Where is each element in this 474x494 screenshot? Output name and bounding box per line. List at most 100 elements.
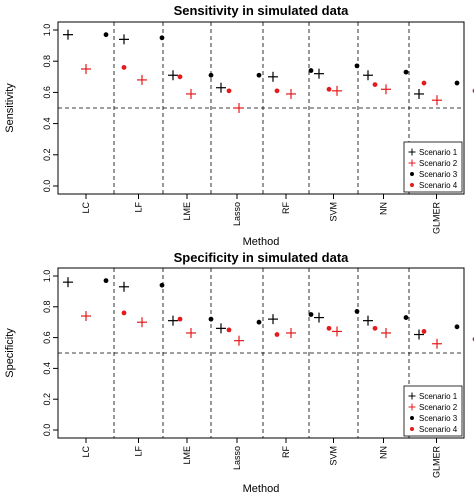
point-plus: [137, 74, 147, 85]
series-scenario-4: [121, 65, 474, 94]
legend: Scenario 1 Scenario 2 Scenario 3 Scenario 4: [403, 385, 463, 437]
legend-label: Scenario 4: [419, 425, 458, 434]
legend-label: Scenario 1: [419, 148, 458, 157]
point-dot: [403, 315, 409, 320]
point-plus: [137, 317, 147, 328]
series-scenario-3: [103, 32, 460, 86]
y-tick-label: 1.0: [42, 24, 52, 37]
category-label-lf: LF: [134, 202, 144, 213]
point-dot: [103, 32, 109, 38]
point-plus: [381, 84, 391, 95]
category-label-nn: NN: [379, 446, 389, 459]
point-plus: [168, 315, 178, 326]
point-dot: [308, 68, 314, 73]
series-scenario-3: [103, 278, 460, 330]
category-label-glmer: GLMER: [432, 202, 442, 235]
point-plus: [119, 281, 129, 292]
point-dot: [454, 324, 460, 330]
category-label-lme: LME: [182, 446, 192, 465]
y-tick-label: 0.4: [42, 117, 52, 130]
point-dot: [103, 278, 109, 284]
point-plus: [119, 34, 129, 45]
point-plus: [414, 329, 424, 340]
series-scenario-1: [63, 29, 424, 99]
point-dot: [121, 310, 127, 316]
point-plus: [432, 338, 442, 349]
legend-box: [403, 385, 463, 437]
point-dot: [326, 325, 332, 331]
x-axis-label: Method: [243, 236, 280, 248]
y-axis-label: Sensitivity: [4, 83, 16, 133]
category-label-lc: LC: [81, 446, 91, 458]
point-dot: [372, 325, 378, 331]
point-plus: [81, 64, 91, 74]
legend-label: Scenario 1: [419, 392, 458, 401]
point-dot: [308, 312, 314, 317]
point-dot: [421, 329, 427, 334]
point-dot: [121, 65, 127, 70]
point-plus: [286, 88, 296, 99]
point-plus: [168, 70, 178, 81]
point-plus: [332, 326, 342, 337]
y-tick-label: 0.2: [42, 149, 52, 162]
series-scenario-1: [63, 277, 424, 340]
point-dot: [177, 74, 183, 80]
y-tick-label: 0.8: [42, 55, 52, 68]
legend-label: Scenario 3: [419, 170, 458, 179]
point-plus: [332, 85, 342, 96]
y-tick-label: 0.8: [42, 301, 52, 314]
x-axis-label: Method: [243, 483, 280, 494]
legend-marker-dot: [410, 427, 414, 431]
point-dot: [326, 86, 332, 92]
point-plus: [63, 29, 73, 40]
category-label-nn: NN: [379, 202, 389, 215]
category-label-svm: SVM: [329, 202, 339, 222]
category-label-glmer: GLMER: [432, 446, 442, 479]
panel-specificity: Specificity in simulated data 0.0 0.2 0.4 0.…: [4, 250, 474, 494]
y-tick-label: 0.0: [42, 424, 52, 437]
point-dot: [159, 282, 165, 288]
legend-box: [403, 141, 463, 193]
point-dot: [421, 80, 427, 86]
legend-label: Scenario 3: [419, 414, 458, 423]
series-scenario-2: [81, 311, 442, 349]
point-dot: [274, 332, 280, 337]
point-plus: [268, 314, 278, 325]
legend-marker-dot: [410, 172, 414, 176]
y-tick-label: 1.0: [42, 270, 52, 283]
point-plus: [432, 95, 442, 106]
point-dot: [208, 316, 214, 322]
point-plus: [216, 323, 226, 334]
point-plus: [363, 315, 373, 326]
y-tick-label: 0.4: [42, 362, 52, 375]
point-dot: [354, 309, 360, 314]
point-plus: [63, 277, 73, 288]
point-plus: [268, 71, 278, 82]
category-label-lme: LME: [182, 202, 192, 221]
point-dot: [256, 72, 262, 78]
category-label-lc: LC: [81, 202, 91, 214]
point-plus: [234, 335, 244, 346]
y-tick-label: 0.2: [42, 393, 52, 406]
point-dot: [403, 69, 409, 75]
legend: Scenario 1 Scenario 2 Scenario 3 Scenario 4: [403, 141, 463, 193]
point-dot: [177, 316, 183, 322]
category-label-rf: RF: [281, 446, 291, 458]
point-dot: [454, 80, 460, 86]
legend-label: Scenario 2: [419, 159, 458, 168]
point-dot: [354, 63, 360, 69]
point-plus: [363, 70, 373, 81]
point-plus: [314, 68, 324, 79]
category-label-lf: LF: [134, 446, 144, 457]
point-plus: [186, 327, 196, 338]
legend-marker-dot: [410, 416, 414, 420]
point-plus: [186, 88, 196, 99]
chart-title: Specificity in simulated data: [174, 250, 350, 265]
chart-title: Sensitivity in simulated data: [174, 3, 350, 18]
point-plus: [314, 312, 324, 323]
point-plus: [286, 327, 296, 338]
category-label-svm: SVM: [329, 446, 339, 466]
point-plus: [414, 88, 424, 99]
y-axis-label: Specificity: [4, 328, 16, 378]
point-dot: [226, 88, 232, 94]
